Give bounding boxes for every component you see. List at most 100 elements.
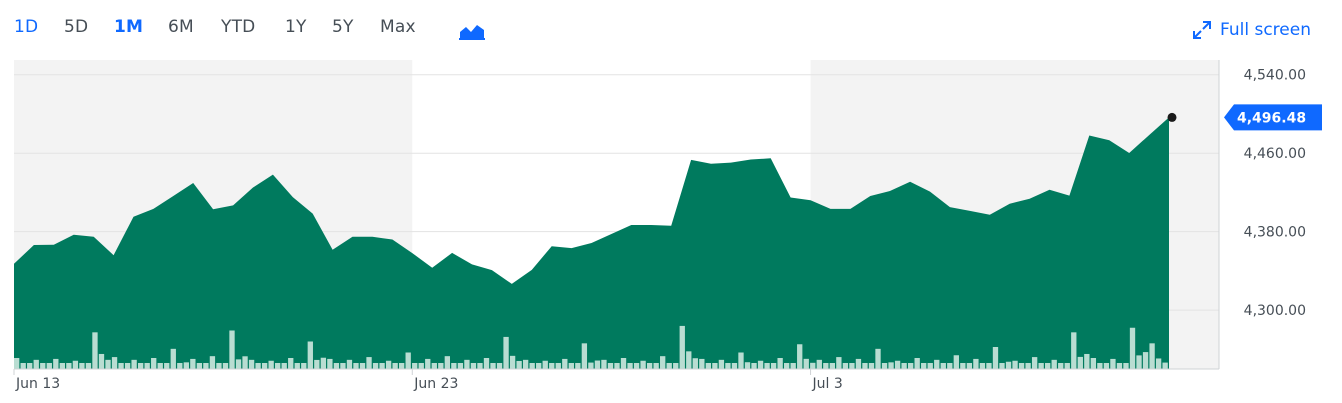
x-axis: Jun 13 Jun 23 Jul 3 (13, 369, 843, 392)
plot-frame (14, 60, 1220, 370)
volume-bar (503, 336, 509, 369)
volume-bar (98, 353, 105, 369)
volume-bar (405, 352, 411, 369)
x-tick-label: Jun 23 (413, 376, 458, 392)
volume-bar (810, 362, 816, 369)
volume-bar (607, 363, 614, 369)
volume-bar (757, 360, 764, 369)
volume-bar (235, 359, 242, 369)
y-tick-label: 4,540.00 (1244, 68, 1306, 84)
volume-bar (1090, 358, 1097, 369)
volume-bar (966, 363, 973, 369)
volume-bar (509, 355, 516, 369)
volume-bar (314, 359, 320, 369)
volume-bar (653, 363, 659, 369)
y-tick-label: 4,460.00 (1244, 146, 1306, 162)
volume-bar (85, 363, 92, 369)
volume-bar (14, 358, 20, 369)
volume-bar (1045, 363, 1051, 369)
volume-bar (268, 360, 274, 369)
volume-bar (1058, 363, 1064, 369)
volume-bar (255, 363, 261, 369)
y-axis: 4,300.00 4,380.00 4,460.00 4,540.00 (1244, 68, 1306, 319)
volume-bar (568, 363, 574, 369)
volume-bar (1018, 363, 1025, 369)
volume-bar (784, 363, 790, 369)
volume-bar (92, 332, 98, 369)
volume-bar (1155, 358, 1162, 369)
last-price-marker: 4,496.48 (1167, 104, 1322, 131)
volume-bar (418, 363, 424, 369)
volume-bar (862, 363, 868, 369)
range-5d-button[interactable]: 5D (64, 17, 89, 37)
volume-bar (646, 363, 653, 369)
volume-bar (151, 358, 157, 369)
volume-bar (829, 363, 836, 369)
range-6m-button[interactable]: 6M (168, 17, 194, 37)
volume-bar (601, 359, 607, 369)
volume-bar (914, 358, 920, 369)
volume-bar (431, 363, 437, 369)
volume-bar (137, 363, 144, 369)
volume-bar (412, 363, 418, 369)
volume-bar (562, 358, 568, 369)
volume-bar (731, 363, 738, 369)
volume-bar (1149, 343, 1155, 369)
volume-bar (261, 363, 268, 369)
volume-bar (353, 363, 359, 369)
range-max-button[interactable]: Max (380, 17, 416, 37)
volume-bar (686, 351, 692, 369)
volume-bar (229, 330, 235, 369)
volume-bar (157, 363, 163, 369)
volume-bar (457, 363, 464, 369)
volume-bar (177, 363, 183, 369)
volume-bar (307, 341, 313, 369)
area-chart-icon[interactable] (459, 22, 485, 40)
volume-bar (1025, 363, 1031, 369)
range-5y-button[interactable]: 5Y (332, 17, 354, 37)
volume-bars (14, 325, 1168, 369)
volume-bar (366, 357, 372, 369)
volume-bar (1162, 362, 1168, 369)
volume-bar (425, 358, 431, 369)
volume-bar (986, 363, 992, 369)
volume-bar (855, 358, 862, 369)
volume-bar (470, 363, 477, 369)
volume-bar (372, 363, 379, 369)
volume-bar (1142, 352, 1149, 369)
volume-bar (275, 363, 281, 369)
volume-bar (379, 363, 385, 369)
range-1y-button[interactable]: 1Y (285, 17, 307, 37)
volume-bar (131, 359, 137, 369)
volume-bar (842, 363, 849, 369)
volume-bar (594, 360, 601, 369)
volume-bar (836, 357, 842, 369)
volume-bar (881, 363, 888, 369)
volume-bar (1097, 363, 1103, 369)
volume-bar (627, 363, 633, 369)
fullscreen-button[interactable]: Full screen (1192, 17, 1311, 43)
volume-bar (907, 363, 914, 369)
range-ytd-button[interactable]: YTD (221, 17, 256, 37)
range-1m-button[interactable]: 1M (114, 17, 144, 37)
volume-bar (490, 363, 496, 369)
range-1d-button[interactable]: 1D (14, 17, 39, 37)
volume-bar (921, 363, 927, 369)
x-tick-label: Jun 13 (15, 376, 60, 392)
volume-bar (242, 356, 248, 369)
volume-bar (575, 363, 581, 369)
volume-bar (1005, 361, 1012, 369)
volume-bar (790, 363, 796, 369)
volume-bar (816, 359, 822, 369)
volume-bar (797, 344, 803, 369)
volume-bar (399, 363, 405, 369)
volume-bar (588, 362, 594, 369)
volume-bar (438, 363, 444, 369)
volume-bar (333, 363, 340, 369)
volume-bar (392, 363, 398, 369)
volume-bar (301, 363, 307, 369)
volume-bar (294, 363, 300, 369)
volume-bar (868, 363, 875, 369)
volume-bar (216, 363, 222, 369)
